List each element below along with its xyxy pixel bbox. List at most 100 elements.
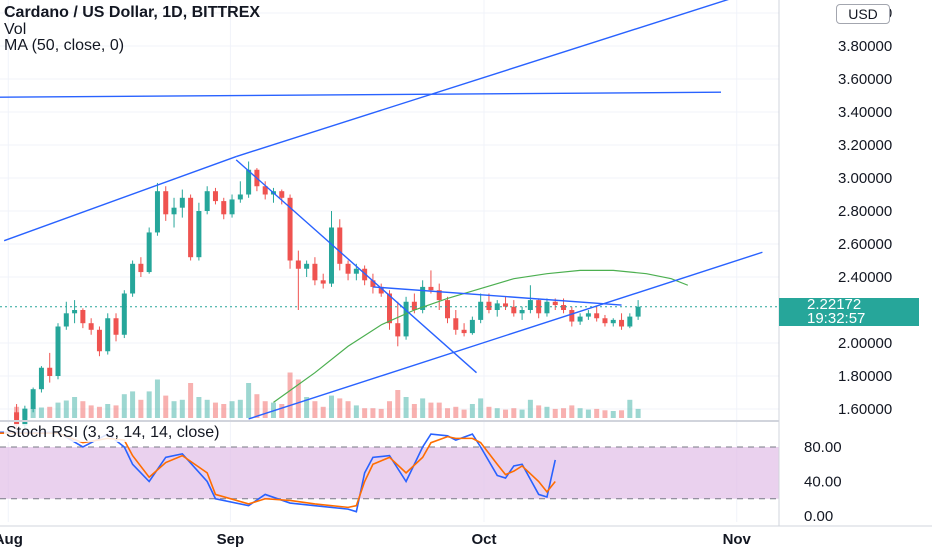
candle-body[interactable]	[196, 211, 202, 258]
candle-body[interactable]	[635, 306, 641, 317]
volume-bar	[428, 402, 434, 418]
candle-body[interactable]	[503, 303, 509, 307]
candle-body[interactable]	[246, 169, 252, 195]
ma-line[interactable]	[273, 269, 689, 403]
candle-body[interactable]	[80, 310, 86, 324]
candle-body[interactable]	[138, 263, 144, 273]
candle-body[interactable]	[544, 301, 550, 314]
candle-body[interactable]	[113, 318, 119, 335]
candle-body[interactable]	[14, 412, 20, 426]
candle-body[interactable]	[38, 367, 44, 390]
trendline[interactable]	[248, 251, 763, 420]
candle-body[interactable]	[163, 191, 169, 215]
volume-bar	[279, 404, 285, 418]
candle-body[interactable]	[602, 318, 608, 324]
candle-body[interactable]	[569, 310, 575, 322]
candle-body[interactable]	[212, 191, 218, 202]
candle-body[interactable]	[105, 318, 111, 352]
candle-body[interactable]	[453, 318, 459, 330]
candle-body[interactable]	[403, 301, 409, 337]
candle-body[interactable]	[395, 323, 401, 337]
candle-body[interactable]	[55, 326, 61, 377]
candle-body[interactable]	[420, 286, 426, 310]
volume-bar	[420, 398, 426, 418]
candle-body[interactable]	[469, 319, 475, 334]
candle-body[interactable]	[378, 286, 384, 294]
candle-body[interactable]	[594, 313, 600, 319]
candle-body[interactable]	[312, 263, 318, 281]
candle-body[interactable]	[279, 191, 285, 198]
trendline[interactable]	[0, 91, 721, 98]
candle-body[interactable]	[130, 263, 136, 294]
candle-body[interactable]	[494, 303, 500, 310]
volume-bar	[320, 406, 326, 418]
candle-body[interactable]	[154, 191, 160, 233]
volume-bar	[411, 404, 417, 418]
candle-body[interactable]	[22, 409, 28, 426]
stoch-y-tick-label: 40.00	[804, 474, 842, 491]
trendline[interactable]	[372, 286, 622, 306]
candle-body[interactable]	[204, 191, 210, 211]
candle-body[interactable]	[304, 263, 310, 269]
candle-body[interactable]	[619, 319, 625, 327]
volume-bar	[353, 405, 359, 418]
candle-body[interactable]	[610, 319, 616, 324]
candle-body[interactable]	[320, 280, 326, 284]
candle-body[interactable]	[47, 367, 53, 376]
candle-body[interactable]	[428, 286, 434, 291]
candle-body[interactable]	[445, 300, 451, 319]
candle-body[interactable]	[370, 280, 376, 287]
candle-body[interactable]	[627, 316, 633, 327]
trendline[interactable]	[235, 0, 737, 158]
currency-button[interactable]: USD	[836, 4, 890, 24]
volume-bars	[14, 372, 641, 418]
candle-body[interactable]	[287, 197, 293, 261]
candle-body[interactable]	[121, 293, 127, 335]
ma-legend[interactable]: MA (50, close, 0)	[4, 37, 125, 54]
candle-body[interactable]	[179, 197, 185, 208]
y-tick-label: 3.60000	[838, 71, 892, 88]
volume-bar	[378, 408, 384, 418]
candle-body[interactable]	[511, 306, 517, 314]
candle-body[interactable]	[585, 313, 591, 317]
candle-body[interactable]	[171, 207, 177, 215]
candle-body[interactable]	[577, 316, 583, 322]
candle-body[interactable]	[295, 260, 301, 269]
candle-body[interactable]	[30, 389, 36, 409]
candle-body[interactable]	[328, 227, 334, 284]
candle-body[interactable]	[552, 301, 558, 306]
candle-body[interactable]	[461, 329, 467, 334]
candle-body[interactable]	[96, 329, 102, 352]
stoch-rsi-d-line[interactable]	[0, 432, 556, 509]
candle-body[interactable]	[345, 263, 351, 274]
candle-body[interactable]	[411, 301, 417, 310]
candle-body[interactable]	[146, 232, 152, 273]
candle-body[interactable]	[353, 268, 359, 274]
candle-body[interactable]	[229, 199, 235, 215]
candle-body[interactable]	[262, 186, 268, 195]
candle-body[interactable]	[387, 293, 392, 324]
candle-body[interactable]	[486, 301, 492, 310]
candle-body[interactable]	[237, 194, 243, 200]
candle-body[interactable]	[72, 310, 78, 314]
candle-body[interactable]	[478, 301, 484, 320]
candle-body[interactable]	[527, 300, 533, 310]
volume-legend[interactable]: Vol	[4, 21, 27, 38]
candle-body[interactable]	[561, 305, 567, 310]
volume-bar	[577, 408, 583, 418]
trendline[interactable]	[3, 155, 237, 242]
candle-body[interactable]	[436, 290, 442, 301]
candle-body[interactable]	[63, 313, 69, 327]
candle-body[interactable]	[88, 323, 94, 330]
candle-body[interactable]	[536, 300, 542, 314]
candle-body[interactable]	[519, 310, 525, 314]
volume-bar	[387, 401, 392, 418]
trendline[interactable]	[235, 159, 477, 374]
candle-body[interactable]	[188, 197, 194, 258]
volume-bar	[121, 394, 127, 418]
stoch-rsi-legend[interactable]: Stoch RSI (3, 3, 14, 14, close)	[4, 424, 222, 442]
x-tick-label: Oct	[471, 531, 496, 548]
candle-body[interactable]	[337, 227, 343, 264]
candle-body[interactable]	[221, 201, 227, 215]
